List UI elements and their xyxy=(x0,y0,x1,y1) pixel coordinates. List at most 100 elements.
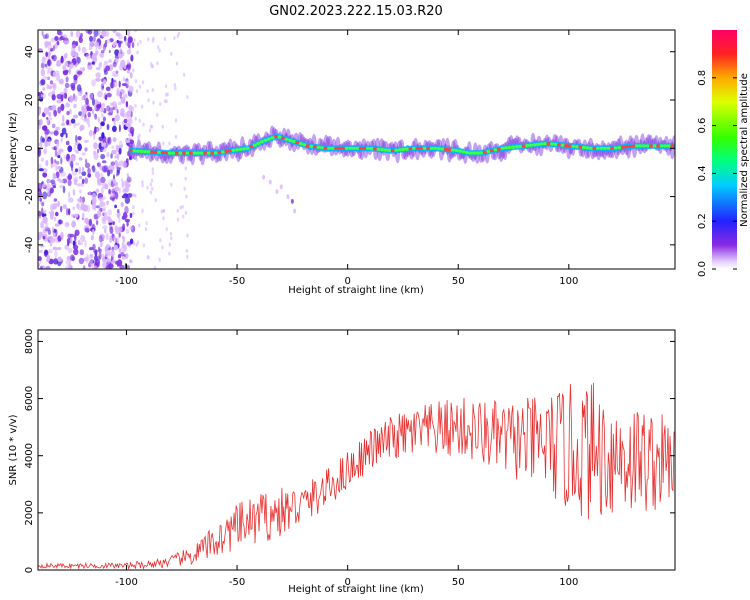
noise-speck xyxy=(158,48,161,53)
noise-speck xyxy=(93,152,99,160)
noise-speck xyxy=(100,50,105,54)
noise-speck xyxy=(86,105,90,112)
noise-speck xyxy=(57,154,61,159)
noise-speck xyxy=(50,210,55,216)
noise-speck xyxy=(268,179,272,185)
ridge-peak xyxy=(454,148,459,153)
colorbar-tick-label: 0.6 xyxy=(697,118,708,134)
noise-speck xyxy=(55,73,61,82)
noise-speck xyxy=(173,36,176,40)
ridge-peak xyxy=(475,151,480,155)
ridge-peak xyxy=(539,142,544,146)
noise-speck xyxy=(48,117,53,121)
ridge-peak xyxy=(362,146,367,150)
noise-speck xyxy=(88,190,91,196)
noise-speck xyxy=(38,91,41,97)
noise-speck xyxy=(71,220,76,228)
noise-speck xyxy=(39,197,43,202)
noise-speck xyxy=(87,167,91,174)
noise-speck xyxy=(100,186,104,195)
noise-speck xyxy=(119,112,123,116)
noise-speck xyxy=(40,79,46,86)
noise-speck xyxy=(147,98,150,103)
noise-speck xyxy=(134,193,137,198)
noise-speck xyxy=(136,42,140,47)
noise-speck xyxy=(286,194,290,200)
noise-speck xyxy=(154,198,157,203)
noise-speck xyxy=(88,247,94,251)
noise-speck xyxy=(42,183,46,188)
noise-speck xyxy=(50,203,55,211)
noise-speck xyxy=(107,250,112,257)
y-tick-label: 40 xyxy=(24,45,35,58)
noise-speck xyxy=(105,233,109,241)
noise-speck xyxy=(46,254,51,262)
noise-speck xyxy=(82,204,88,212)
noise-speck xyxy=(107,137,110,144)
noise-speck xyxy=(168,242,172,247)
ridge-peak xyxy=(252,143,257,147)
noise-speck xyxy=(55,126,60,131)
noise-speck xyxy=(52,175,57,179)
y-tick-label: 0 xyxy=(24,145,35,151)
noise-speck xyxy=(185,194,188,199)
noise-speck xyxy=(132,193,135,197)
noise-speck xyxy=(132,68,135,73)
noise-speck xyxy=(129,106,135,112)
noise-speck xyxy=(77,70,83,75)
ridge-peak xyxy=(401,147,406,152)
noise-speck xyxy=(139,39,142,44)
noise-speck xyxy=(84,147,88,152)
noise-speck xyxy=(147,37,150,42)
noise-speck xyxy=(81,213,85,218)
noise-speck xyxy=(107,209,112,216)
ridge-peak xyxy=(496,147,501,151)
noise-speck xyxy=(101,165,107,173)
noise-speck xyxy=(71,85,76,91)
noise-speck xyxy=(54,250,58,258)
ridge-peak xyxy=(426,146,431,150)
noise-speck xyxy=(113,118,116,127)
spectrogram-frame xyxy=(37,29,676,270)
noise-speck xyxy=(39,118,43,126)
noise-speck xyxy=(141,180,144,185)
ridge-peak xyxy=(465,151,470,155)
noise-speck xyxy=(150,124,154,129)
noise-speck xyxy=(101,132,105,139)
ridge-peak xyxy=(210,151,215,155)
noise-speck xyxy=(71,213,75,218)
noise-speck xyxy=(186,254,189,259)
noise-speck xyxy=(78,166,82,175)
noise-speck xyxy=(81,171,87,177)
noise-speck xyxy=(38,210,42,217)
noise-speck xyxy=(111,259,115,264)
noise-speck xyxy=(114,186,120,192)
noise-speck xyxy=(121,242,125,249)
ridge-peak xyxy=(366,146,370,150)
noise-speck xyxy=(95,171,98,176)
noise-speck xyxy=(118,147,122,155)
noise-speck xyxy=(41,202,45,207)
noise-speck xyxy=(68,197,74,203)
noise-speck xyxy=(118,187,121,194)
ridge-peak xyxy=(564,144,569,148)
noise-speck xyxy=(84,239,87,248)
ridge-peak xyxy=(553,142,558,146)
noise-speck xyxy=(112,178,116,185)
y-tick-label: 8000 xyxy=(24,329,35,354)
noise-speck xyxy=(76,183,82,187)
noise-speck xyxy=(183,186,186,191)
noise-speck xyxy=(125,180,129,187)
noise-speck xyxy=(164,84,168,89)
ridge-peak xyxy=(139,149,144,153)
noise-speck xyxy=(73,94,78,103)
ridge-peak xyxy=(468,151,473,155)
ridge-peak xyxy=(627,144,632,149)
ridge-peak xyxy=(256,141,261,146)
noise-speck xyxy=(108,59,112,63)
ridge-peak xyxy=(585,146,590,150)
noise-speck xyxy=(48,111,52,118)
ridge-peak xyxy=(238,147,243,151)
noise-speck xyxy=(157,45,160,50)
noise-speck xyxy=(45,51,49,58)
